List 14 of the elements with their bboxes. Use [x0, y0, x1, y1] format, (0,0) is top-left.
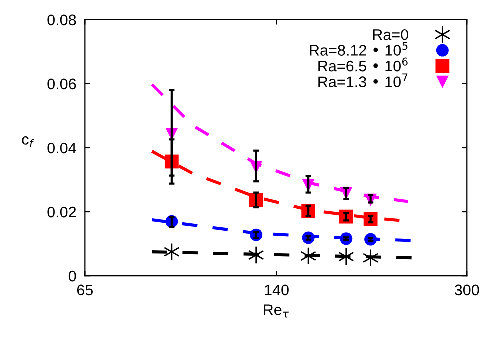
y-axis-title: c$_{f}$: [22, 136, 35, 148]
y-tick-label: 0: [68, 270, 76, 282]
x-tick-label: 300: [454, 284, 480, 296]
legend-label: Ra=8.12 • 10$^{5}$: [310, 42, 408, 56]
legend-label: Ra=0: [373, 29, 408, 40]
legend-label: Ra=6.5 • 10$^{6}$: [318, 58, 408, 72]
legend-label: Ra=1.3 • 10$^{7}$: [318, 74, 408, 88]
y-tick-label: 0.06: [48, 78, 76, 90]
x-axis-title: Re$_{τ}$: [264, 304, 290, 318]
y-tick-label: 0.04: [48, 142, 76, 154]
x-tick-label: 65: [77, 284, 94, 296]
y-tick-label: 0.02: [48, 206, 76, 218]
x-tick-label: 140: [265, 284, 289, 296]
y-tick-label: 0.08: [48, 14, 76, 26]
